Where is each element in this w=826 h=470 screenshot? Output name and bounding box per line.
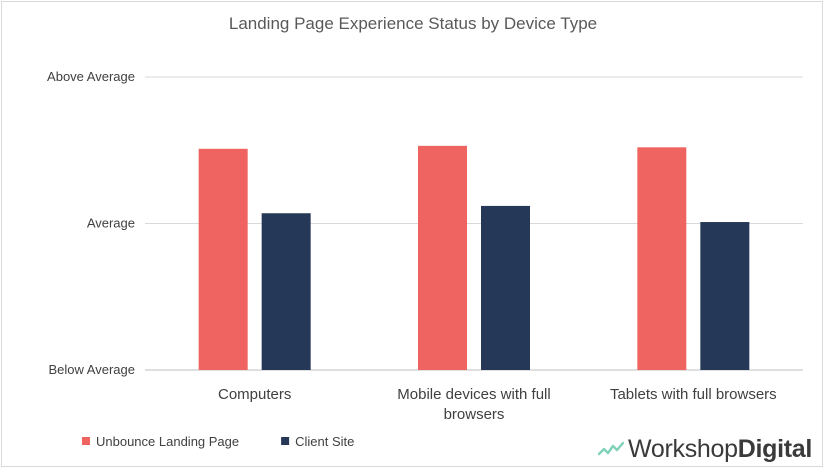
logo-text: WorkshopDigital: [628, 435, 812, 464]
bar: [637, 147, 687, 370]
y-tick-label: Above Average: [47, 69, 135, 84]
x-category-label: Mobile devices with full: [397, 386, 550, 403]
gridlines: [145, 76, 803, 371]
legend-entry: Unbounce Landing Page: [96, 434, 239, 449]
y-axis-ticks: Below Average Average Above Average: [47, 69, 135, 377]
x-category-label: Computers: [218, 386, 291, 403]
legend-swatch: [281, 437, 290, 445]
y-tick-label: Average: [87, 216, 135, 231]
logo-text-digital: Digital: [737, 435, 813, 463]
bar: [700, 222, 750, 370]
workshop-digital-logo: WorkshopDigital: [598, 435, 812, 464]
legend: Unbounce Landing Page Client Site: [82, 434, 354, 449]
y-tick-label: Below Average: [49, 362, 136, 377]
bar: [198, 148, 248, 370]
x-category-label: browsers: [444, 406, 505, 423]
logo-text-workshop: Workshop: [628, 435, 738, 463]
bar: [481, 205, 530, 370]
x-axis-categories: Computers Mobile devices with full browser…: [218, 386, 777, 423]
chart-title: Landing Page Experience Status by Device…: [229, 14, 597, 33]
pulse-line-icon: [598, 441, 625, 455]
legend-swatch: [82, 437, 90, 445]
x-category-label: Tablets with full browsers: [610, 386, 777, 403]
legend-entry: Client Site: [295, 434, 354, 449]
bars: [198, 145, 750, 370]
bar: [261, 213, 311, 370]
bar: [418, 145, 467, 370]
